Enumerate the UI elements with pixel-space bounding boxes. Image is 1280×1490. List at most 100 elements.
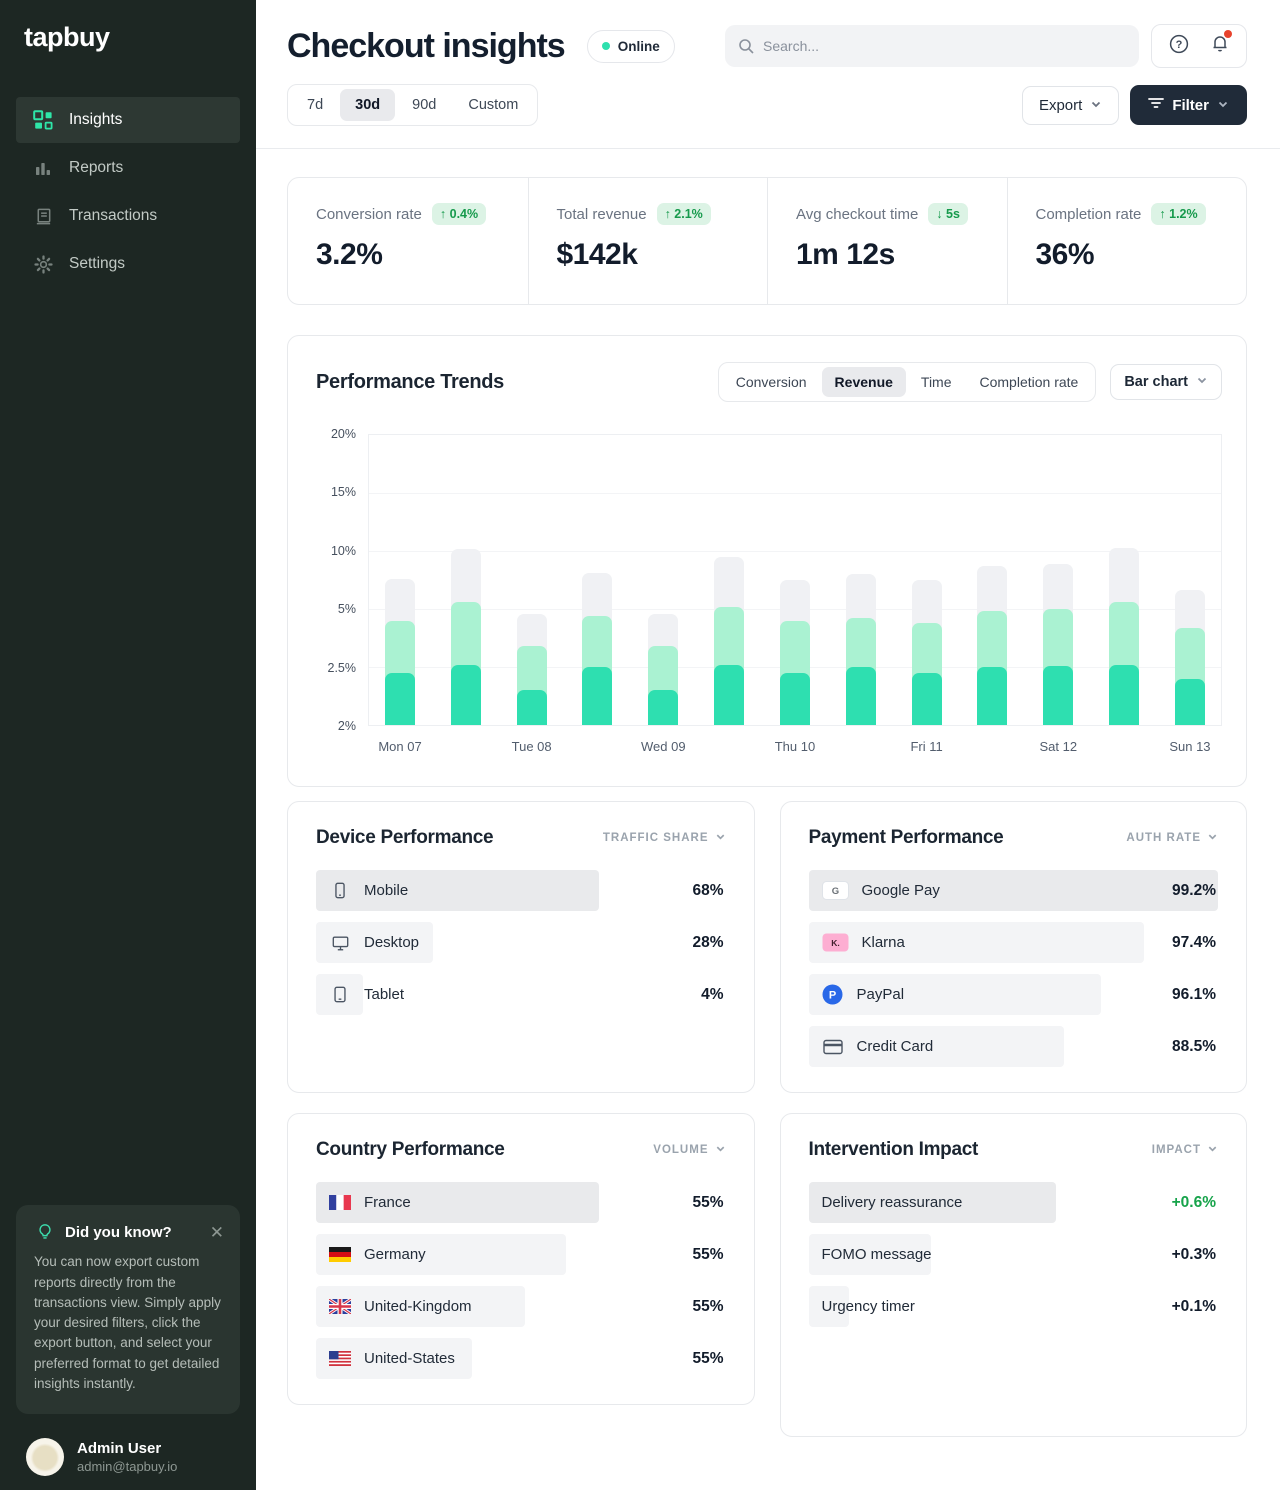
range-tab-30d[interactable]: 30d [340,89,396,121]
chevron-down-icon [1196,374,1208,390]
sort-control[interactable]: AUTH RATE [1126,831,1218,845]
stacked-bar[interactable]: Mon 07 [378,435,422,754]
row-label: Mobile [364,882,409,899]
stacked-bar[interactable] [977,435,1008,725]
row-bar [316,922,433,963]
uk-flag-icon [329,1299,351,1314]
bar-chart-plot: Mon 07 Tue 08 Wed 09 Thu 10 Fri 11 Sat 12 Sun … [368,434,1222,754]
metric-tab-completion-rate[interactable]: Completion rate [979,374,1079,390]
bar-segment-bottom [977,667,1008,725]
list-item[interactable]: United-Kingdom 55% [316,1286,726,1327]
stacked-bar[interactable]: Tue 08 [512,435,552,754]
stacked-bar[interactable] [845,435,876,725]
sidebar-item-settings[interactable]: Settings [16,241,240,287]
row-label: Tablet [364,986,405,1003]
stacked-bar[interactable]: Wed 09 [641,435,686,754]
list-item[interactable]: Urgency timer +0.1% [808,1286,1219,1327]
sort-label: TRAFFIC SHARE [602,832,709,844]
stacked-bar[interactable]: Sun 13 [1169,435,1211,754]
list-item[interactable]: FOMO message +0.3% [808,1234,1219,1275]
device-performance-card: Device Performance TRAFFIC SHARE Mobile 68%… [287,801,755,1093]
sidebar-item-transactions[interactable]: Transactions [16,193,240,239]
stacked-bar[interactable] [450,435,481,725]
stacked-bar[interactable] [714,435,745,725]
intervention-impact-card: Intervention Impact IMPACT Delivery reassu… [779,1113,1247,1437]
stacked-bar[interactable]: Thu 10 [775,435,815,754]
list-item[interactable]: Tablet 4% [316,974,726,1015]
range-tab-custom[interactable]: Custom [468,97,519,113]
kpi-value: $142k [556,238,638,271]
bar-segment-bottom [648,690,679,725]
sidebar-item-label: Insights [69,111,123,128]
page-title: Checkout insights [287,26,566,65]
stacked-bar[interactable] [582,435,613,725]
kpi-label: Total revenue [556,205,647,223]
search-input[interactable] [725,25,1139,67]
gridline [369,493,1221,494]
list-item[interactable]: K. Klarna 97.4% [808,922,1219,963]
range-tab-7d[interactable]: 7d [307,97,324,113]
row-label: United-Kingdom [364,1298,472,1315]
range-tab-90d[interactable]: 90d [412,97,437,113]
user-menu[interactable]: Admin User admin@tapbuy.io [16,1438,187,1476]
list-item[interactable]: Mobile 68% [316,870,726,911]
stacked-bar[interactable]: Sat 12 [1039,435,1077,754]
row-value: +0.6% [1171,1193,1216,1211]
controls-row: 7d 30d 90d Custom Export Filter [256,68,1280,126]
header-icon-group: ? [1151,24,1247,68]
us-flag-icon [329,1351,351,1366]
sort-control[interactable]: TRAFFIC SHARE [603,831,726,845]
y-axis-tick: 2.5% [327,660,357,675]
stacked-bar[interactable] [1109,435,1140,725]
row-value: 55% [692,1193,724,1211]
row-bar [316,974,364,1015]
x-axis-label: Wed 09 [641,739,686,754]
bar-segment-bottom [1109,664,1140,725]
row-bar [808,922,1145,963]
sort-control[interactable]: VOLUME [653,1143,725,1157]
chart-type-select[interactable]: Bar chart [1110,364,1222,400]
sidebar-item-insights[interactable]: Insights [16,97,240,143]
sidebar-item-reports[interactable]: Reports [16,145,240,191]
sidebar-item-label: Transactions [69,207,158,224]
list-item[interactable]: G Google Pay 99.2% [808,870,1218,911]
export-button[interactable]: Export [1021,85,1120,125]
kpi-value: 36% [1035,238,1095,271]
bar-segment-bottom [1043,665,1074,725]
sort-control[interactable]: IMPACT [1152,1143,1218,1157]
metric-tab-revenue[interactable]: Revenue [821,367,906,397]
credit-card-icon [822,1039,844,1055]
list-item[interactable]: France 55% [316,1182,726,1223]
sidebar-item-label: Reports [69,159,124,176]
chevron-down-icon [1090,97,1102,114]
list-item[interactable]: Desktop 28% [316,922,726,963]
tablet-icon [329,985,351,1004]
chevron-down-icon [715,1143,726,1157]
x-axis-label: Fri 11 [910,739,943,754]
row-bar [316,870,599,911]
list-item[interactable]: Germany 55% [316,1234,726,1275]
status-badge: Online [586,29,675,63]
sidebar-item-label: Settings [69,255,126,272]
list-item[interactable]: Delivery reassurance +0.6% [808,1182,1219,1223]
notifications-bell-icon[interactable] [1210,30,1232,59]
help-icon[interactable]: ? [1168,33,1190,60]
metric-tab-time[interactable]: Time [920,374,952,390]
row-bar [808,1286,850,1327]
page-header: Checkout insights Online ? [256,0,1280,68]
filter-button[interactable]: Filter [1130,85,1247,125]
close-icon[interactable]: ✕ [209,1222,224,1242]
row-value: 68% [692,881,724,899]
germany-flag-icon [329,1247,351,1262]
stacked-bar[interactable]: Fri 11 [910,435,943,754]
list-item[interactable]: Credit Card 88.5% [808,1026,1219,1067]
gpay-badge: G [821,881,849,900]
row-value: 55% [692,1245,724,1263]
gridline [369,551,1221,552]
kpi-summary-row: Conversion rate ↑ 0.4% 3.2% Total revenue ↑ … [287,177,1247,305]
grid-icon [32,110,54,130]
y-axis-tick: 15% [330,485,356,500]
list-item[interactable]: P PayPal 96.1% [808,974,1219,1015]
list-item[interactable]: United-States 55% [316,1338,726,1379]
metric-tab-conversion[interactable]: Conversion [735,374,807,390]
